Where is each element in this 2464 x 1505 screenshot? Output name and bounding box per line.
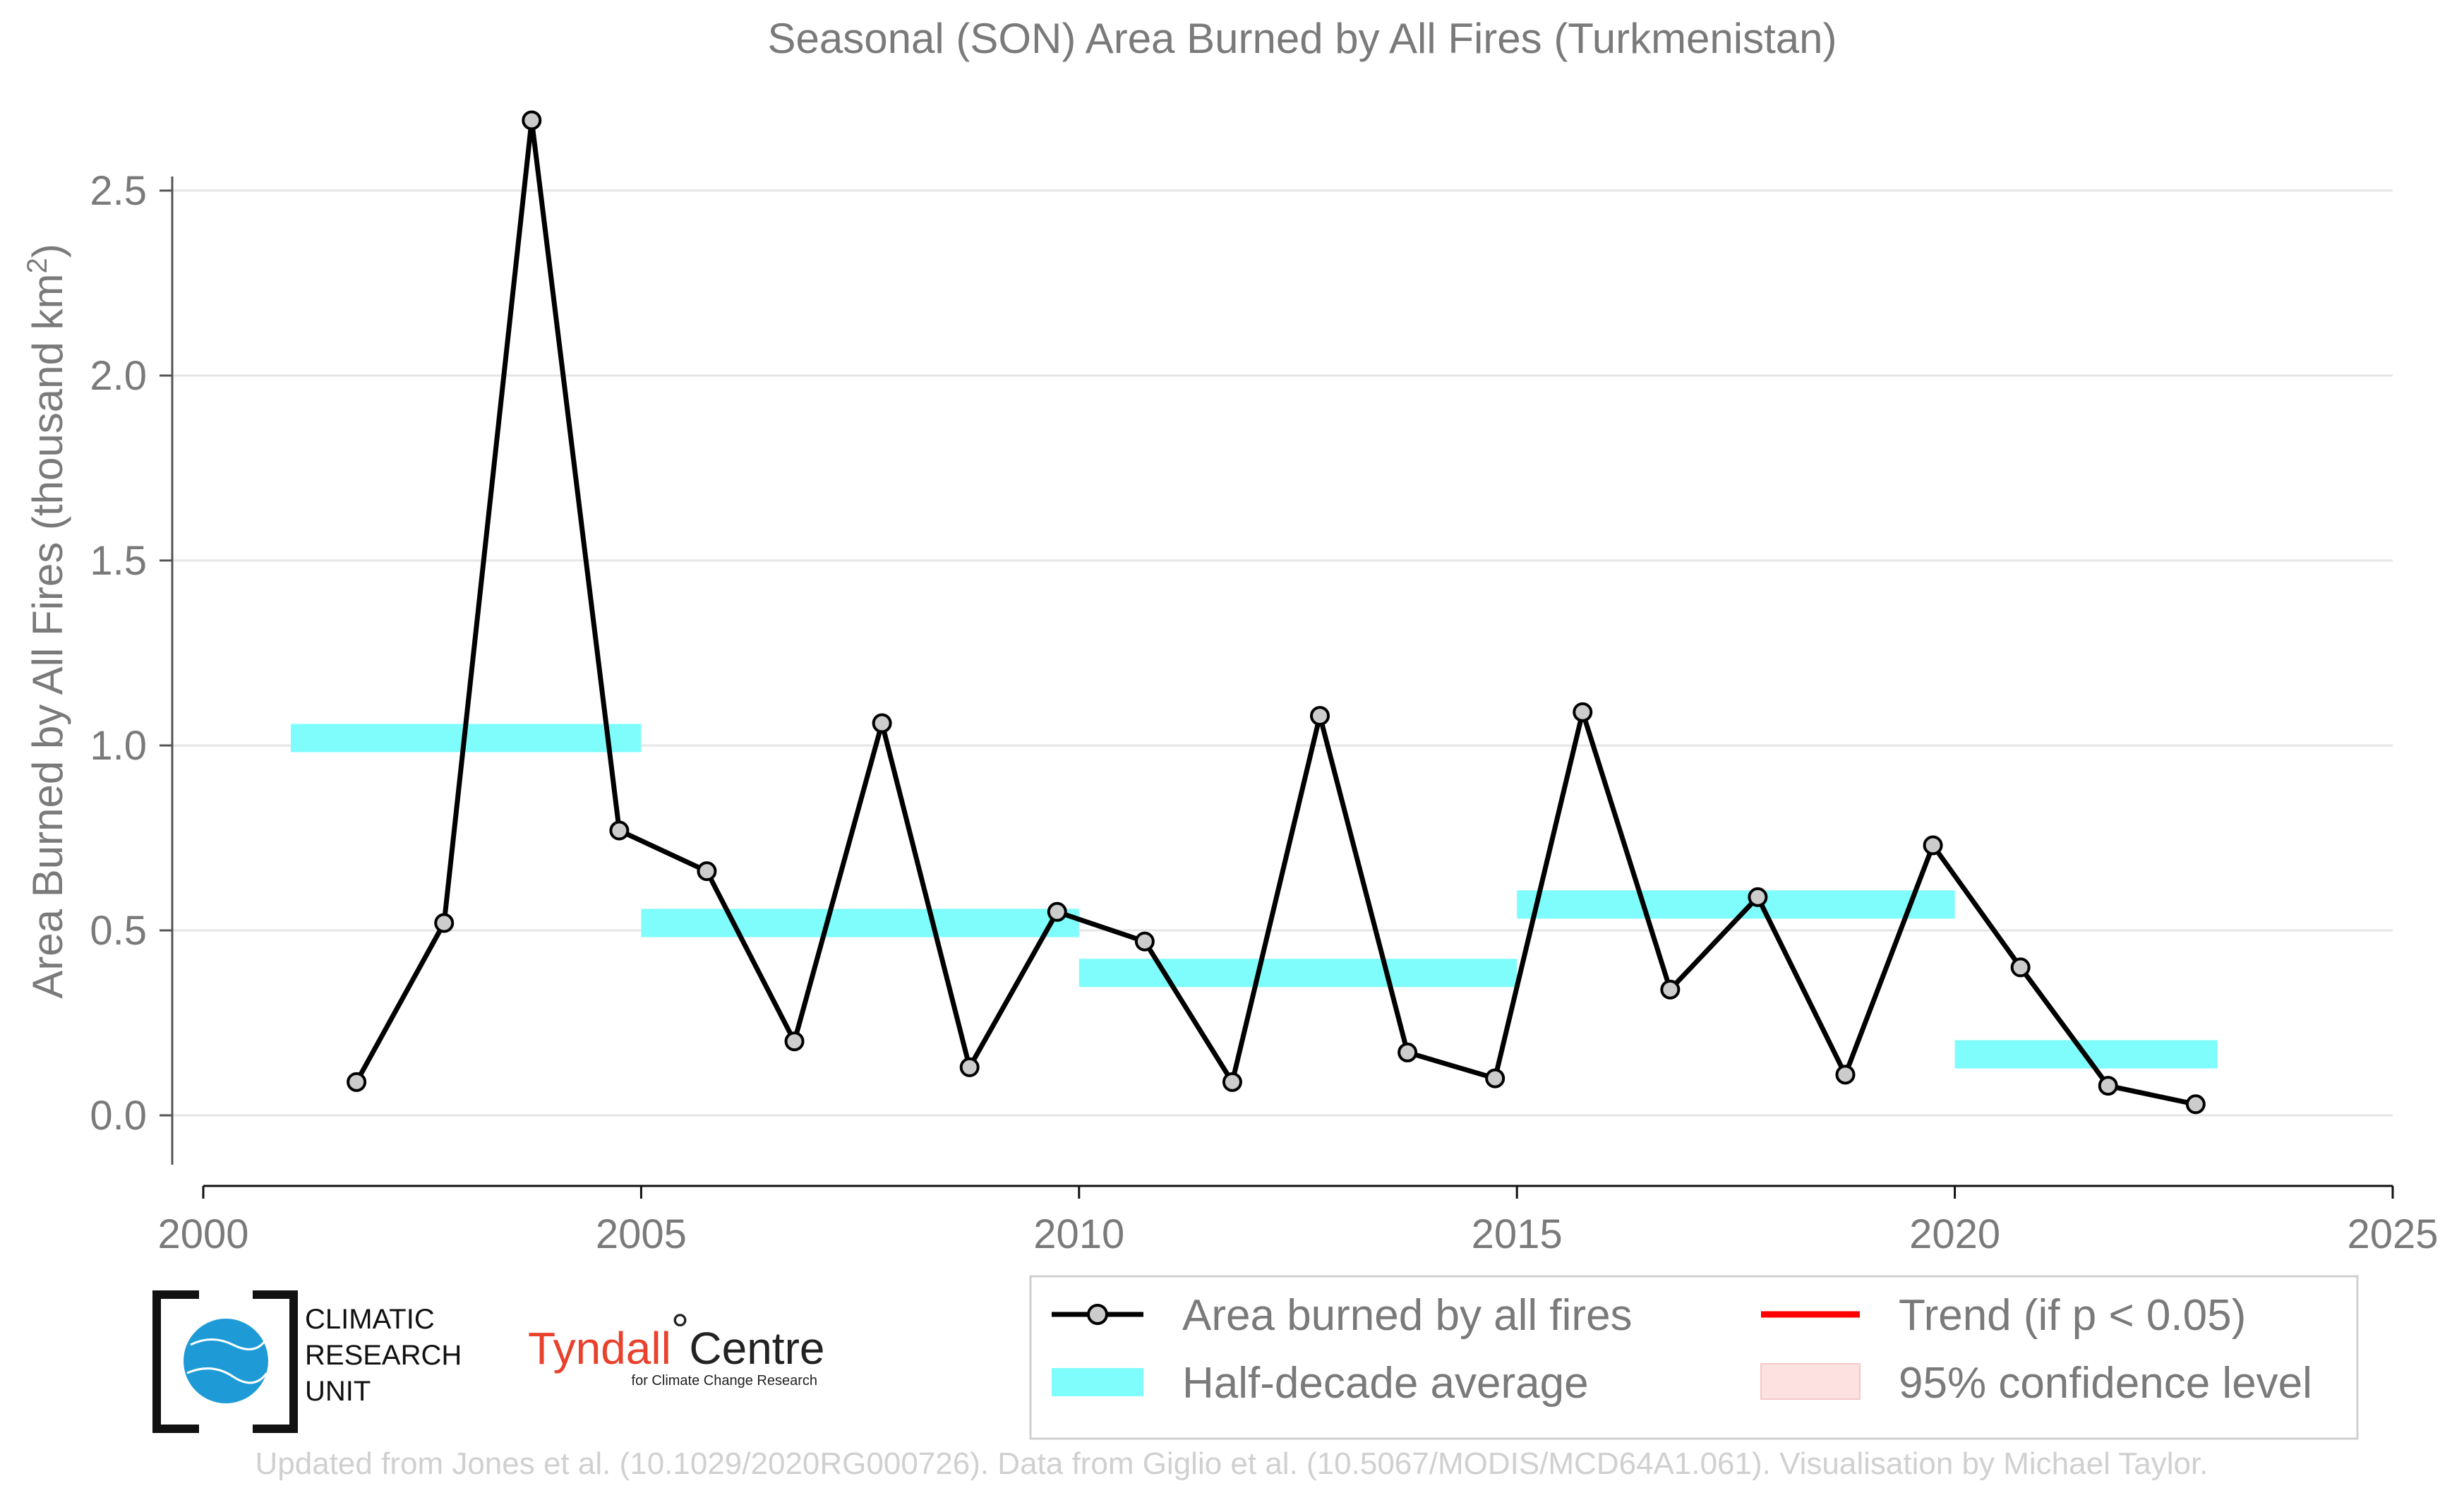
legend: Area burned by all fires Half-decade ave… (1029, 1275, 2359, 1440)
x-tick-label: 2005 (596, 1211, 687, 1257)
y-axis-label: Area Burned by All Fires (thousand km2) (22, 244, 71, 998)
cru-logo-globe-icon (184, 1319, 268, 1403)
legend-band-swatch (1052, 1368, 1143, 1396)
tyndall-logo-centre: Centre (689, 1323, 824, 1374)
y-axis-label-superscript: 2 (22, 258, 53, 273)
series-line-layer (354, 117, 2196, 1107)
data-point (872, 713, 892, 733)
tyndall-logo-degree: ° (671, 1305, 690, 1355)
data-point (609, 820, 630, 841)
legend-marker-swatch (1087, 1304, 1108, 1325)
data-point (1485, 1068, 1506, 1089)
series-line-area-burned (354, 117, 2196, 1107)
legend-label-half-decade: Half-decade average (1182, 1359, 1589, 1408)
data-point (1310, 706, 1330, 726)
legend-confidence-swatch (1760, 1363, 1861, 1400)
axes: 0.0 0.5 1.0 1.5 2.0 2.5 2000 2005 2010 2015 2020 20… (90, 168, 2438, 1257)
y-tick-label: 1.0 (90, 723, 147, 769)
y-tick-label: 1.5 (90, 538, 147, 584)
tyndall-logo: Tyndall°Centre for Climate Change Resear… (528, 1305, 824, 1389)
tyndall-logo-tyndall: Tyndall (528, 1323, 671, 1374)
data-point (2010, 957, 2031, 978)
legend-label-area-burned: Area burned by all fires (1182, 1291, 1633, 1340)
half-decade-band (641, 909, 1079, 937)
x-tick-label: 2000 (157, 1211, 248, 1257)
cru-logo-wave-icon (190, 1338, 266, 1350)
legend-item-half-decade: Half-decade average (1052, 1359, 1589, 1408)
cru-logo-text-1: CLIMATIC (305, 1304, 435, 1335)
cru-logo: CLIMATIC RESEARCH UNIT (152, 1290, 462, 1433)
series-points (347, 110, 2206, 1115)
data-point (1573, 702, 1593, 722)
legend-label-confidence: 95% confidence level (1899, 1359, 2312, 1408)
cru-logo-text-3: UNIT (305, 1376, 371, 1407)
data-point (1660, 979, 1681, 1000)
legend-label-trend: Trend (if p < 0.05) (1899, 1291, 2246, 1340)
y-tick-label: 0.5 (90, 908, 147, 954)
data-point (1748, 887, 1768, 907)
legend-item-trend: Trend (if p < 0.05) (1761, 1291, 2246, 1340)
data-point (347, 1072, 367, 1092)
data-point (697, 861, 717, 882)
data-point (2185, 1094, 2206, 1115)
y-tick-label: 2.0 (90, 353, 147, 399)
chart-title: Seasonal (SON) Area Burned by All Fires … (767, 15, 1837, 62)
cru-logo-bracket-left (152, 1290, 199, 1433)
cru-logo-wave-icon (186, 1367, 268, 1384)
x-tick-label: 2025 (2347, 1211, 2438, 1257)
half-decade-band (1517, 890, 1955, 919)
data-point (1923, 835, 1943, 856)
legend-item-confidence: 95% confidence level (1760, 1359, 2312, 1408)
cru-logo-text-2: RESEARCH (305, 1340, 462, 1371)
y-tick-label: 2.5 (90, 168, 147, 214)
data-point (959, 1057, 980, 1077)
data-point (1398, 1042, 1418, 1062)
y-tick-label: 0.0 (90, 1093, 147, 1139)
data-point (1835, 1065, 1856, 1085)
data-point (784, 1031, 805, 1052)
half-decade-band (1078, 959, 1518, 988)
y-axis-label-main: Area Burned by All Fires (thousand km (24, 274, 71, 999)
data-point (434, 913, 455, 933)
legend-item-area-burned: Area burned by all fires (1052, 1291, 1633, 1340)
x-tick-label: 2020 (1909, 1211, 2000, 1257)
cru-logo-bracket-right (253, 1290, 298, 1433)
data-point (1047, 901, 1067, 922)
tyndall-logo-subtitle: for Climate Change Research (632, 1373, 817, 1389)
y-axis-label-close: ) (24, 244, 71, 258)
data-point (1134, 931, 1155, 952)
x-tick-label: 2010 (1033, 1211, 1124, 1257)
data-point (1222, 1072, 1242, 1092)
credit-text: Updated from Jones et al. (10.1029/2020R… (256, 1446, 2208, 1481)
data-point (2098, 1076, 2118, 1096)
x-tick-label: 2015 (1472, 1211, 1563, 1257)
legend-frame (1029, 1275, 2359, 1440)
tyndall-logo-name: Tyndall°Centre (528, 1305, 824, 1374)
data-point (522, 110, 542, 131)
